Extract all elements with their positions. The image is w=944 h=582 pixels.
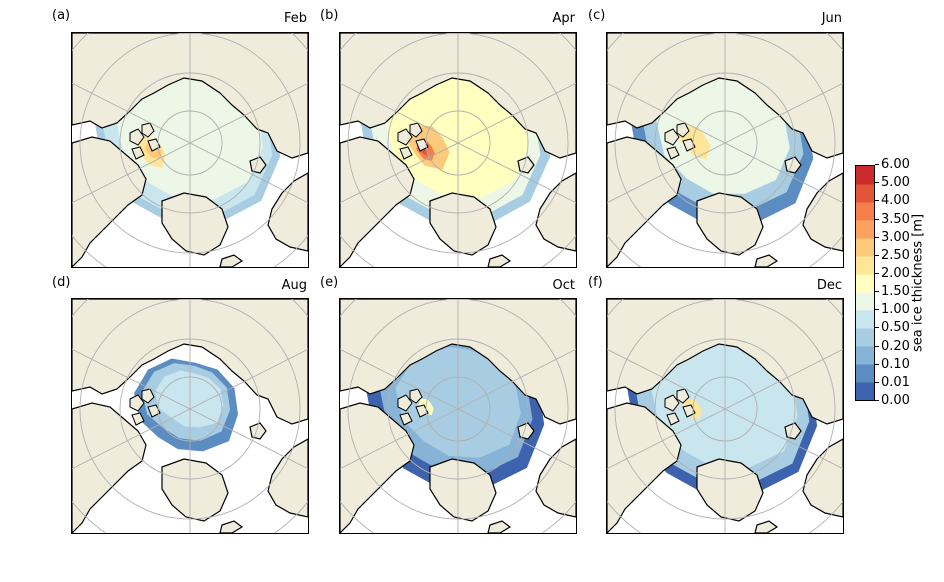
panel-label-apr: (b) — [320, 8, 339, 23]
colorbar-bin — [856, 256, 874, 275]
landmass-asia-europe — [607, 299, 843, 425]
landmass-asia-europe — [72, 299, 308, 425]
colorbar-tick-label: 0.50 — [875, 320, 910, 336]
landmass-europe-scandinavia — [267, 172, 308, 252]
panel-month-apr: Apr — [552, 11, 576, 26]
colorbar-tick-label: 1.50 — [875, 284, 910, 300]
island-iceland — [754, 520, 779, 533]
panel-label-jun: (c) — [588, 8, 606, 23]
colorbar-bin — [856, 310, 874, 329]
colorbar-tick-label: 2.00 — [875, 265, 910, 281]
landmass-asia-europe — [340, 299, 576, 425]
landmass-greenland — [161, 192, 229, 256]
graticule — [72, 33, 308, 267]
landmass-europe-scandinavia — [802, 438, 843, 518]
landmass-asia-europe — [340, 33, 576, 159]
archipelago — [129, 388, 161, 426]
landmass-europe-scandinavia — [535, 438, 576, 518]
colorbar-bin — [856, 220, 874, 239]
landmass-north-america — [607, 402, 682, 533]
landmass-greenland — [429, 458, 497, 522]
colorbar — [855, 165, 875, 401]
graticule — [607, 33, 843, 267]
colorbar-bin — [856, 328, 874, 347]
archipelago — [129, 122, 161, 160]
panel-label-feb: (a) — [52, 8, 71, 23]
colorbar-tick-label: 0.00 — [875, 393, 910, 408]
land — [340, 299, 576, 533]
colorbar-tick-label: 0.01 — [875, 374, 910, 390]
landmass-north-america — [340, 136, 415, 267]
colorbar-bin — [856, 202, 874, 221]
graticule — [340, 299, 576, 533]
landmass-asia-europe — [72, 33, 308, 159]
colorbar-tick-label: 2.50 — [875, 247, 910, 263]
land — [607, 33, 843, 267]
colorbar-tick-label: 0.20 — [875, 338, 910, 354]
landmass-greenland — [161, 458, 229, 522]
graticule — [72, 299, 308, 533]
colorbar-label: sea ice thickness [m] — [910, 213, 926, 353]
landmass-europe-scandinavia — [535, 172, 576, 252]
colorbar-bin — [856, 238, 874, 257]
island-iceland — [219, 254, 244, 267]
panel-label-dec: (f) — [588, 275, 603, 290]
landmass-europe-scandinavia — [802, 172, 843, 252]
landmass-europe-scandinavia — [267, 438, 308, 518]
landmass-greenland — [696, 192, 764, 256]
colorbar-bin — [856, 184, 874, 203]
colorbar-bin — [856, 166, 874, 185]
panel-month-oct: Oct — [552, 278, 575, 293]
colorbar-tick-label: 0.10 — [875, 356, 910, 372]
panel-month-dec: Dec — [816, 278, 842, 293]
landmass-north-america — [72, 136, 147, 267]
colorbar-bin — [856, 382, 874, 400]
panel-month-aug: Aug — [281, 278, 307, 293]
map-panel-aug — [71, 298, 309, 534]
landmass-north-america — [607, 136, 682, 267]
archipelago — [664, 122, 696, 160]
landmass-greenland — [696, 458, 764, 522]
colorbar-tick-label: 5.00 — [875, 175, 910, 191]
colorbar-bin — [856, 292, 874, 311]
land — [340, 33, 576, 267]
graticule — [340, 33, 576, 267]
colorbar-tick-label: 1.00 — [875, 302, 910, 318]
colorbar-tick-label: 6.00 — [875, 157, 910, 172]
land — [607, 299, 843, 533]
map-panel-jun — [606, 32, 844, 268]
island-iceland — [219, 520, 244, 533]
landmass-north-america — [340, 402, 415, 533]
graticule — [607, 299, 843, 533]
colorbar-tick-label: 3.50 — [875, 211, 910, 227]
island-iceland — [754, 254, 779, 267]
colorbar-bin — [856, 364, 874, 383]
panel-month-jun: Jun — [821, 11, 842, 26]
map-panel-oct — [339, 298, 577, 534]
island-iceland — [487, 254, 512, 267]
land — [72, 299, 308, 533]
archipelago — [397, 388, 429, 426]
colorbar-tick-label: 4.00 — [875, 193, 910, 209]
archipelago — [397, 122, 429, 160]
island-iceland — [487, 520, 512, 533]
landmass-asia-europe — [607, 33, 843, 159]
panel-label-oct: (e) — [320, 275, 339, 290]
panel-label-aug: (d) — [52, 275, 71, 290]
sea-ice-field-aug — [134, 358, 238, 452]
map-panel-dec — [606, 298, 844, 534]
landmass-greenland — [429, 192, 497, 256]
colorbar-bin — [856, 346, 874, 365]
colorbar-tick-label: 3.00 — [875, 229, 910, 245]
land — [72, 33, 308, 267]
archipelago — [664, 388, 696, 426]
map-panel-feb — [71, 32, 309, 268]
colorbar-bin — [856, 274, 874, 293]
panel-month-feb: Feb — [283, 11, 307, 26]
landmass-north-america — [72, 402, 147, 533]
map-panel-apr — [339, 32, 577, 268]
